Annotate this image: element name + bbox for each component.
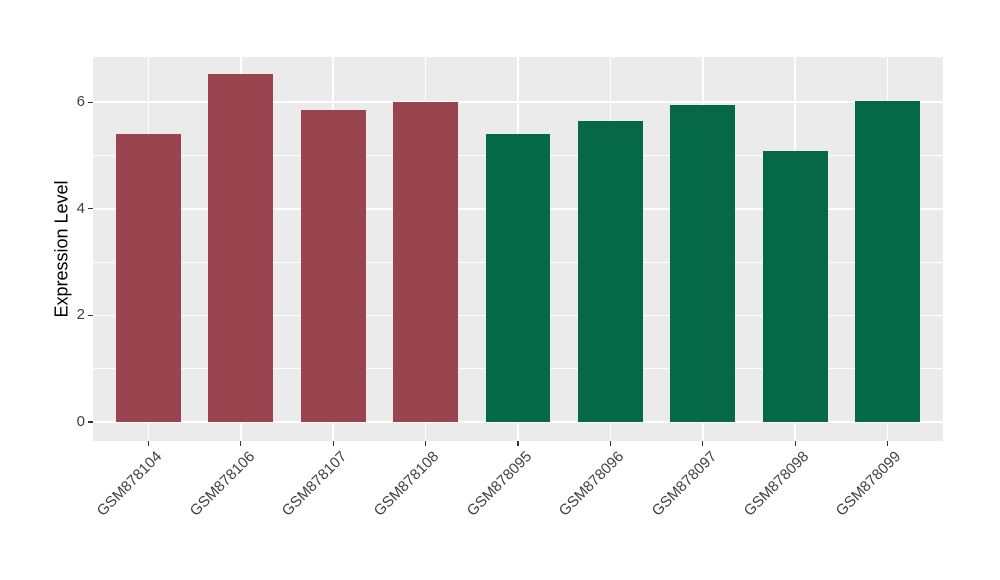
x-tick-mark <box>332 441 334 446</box>
y-tick-label: 4 <box>76 199 85 217</box>
x-tick-mark <box>702 441 704 446</box>
bar-GSM878107 <box>300 109 366 422</box>
x-tick-mark <box>147 441 150 446</box>
bar-GSM878104 <box>116 134 181 422</box>
x-tick-label: GSM878099 <box>833 448 905 520</box>
bar-GSM878097 <box>670 104 736 422</box>
bar-GSM878099 <box>855 100 920 422</box>
bar-GSM878095 <box>485 134 551 422</box>
bar-GSM878106 <box>208 74 274 422</box>
bar-GSM878098 <box>762 150 828 422</box>
x-tick-label: GSM878104 <box>93 448 166 520</box>
gridline-horizontal-major <box>93 421 943 423</box>
x-tick-mark <box>609 441 611 446</box>
x-tick-label: GSM878106 <box>186 448 258 520</box>
y-tick-label: 2 <box>76 306 85 324</box>
bar-GSM878108 <box>393 102 458 422</box>
x-tick-mark <box>425 441 427 446</box>
x-tick-label: GSM878098 <box>740 448 813 520</box>
x-tick-mark <box>886 441 889 446</box>
x-tick-label: GSM878096 <box>555 448 628 520</box>
bar-GSM878096 <box>578 120 643 422</box>
x-tick-mark <box>517 441 519 446</box>
y-tick-mark <box>88 101 93 103</box>
x-tick-label: GSM878107 <box>278 448 351 520</box>
y-tick-mark <box>88 208 93 210</box>
y-tick-mark <box>88 314 93 316</box>
y-tick-label: 6 <box>76 93 85 111</box>
y-tick-label: 0 <box>76 413 85 430</box>
y-tick-mark <box>88 421 93 423</box>
plot-panel <box>93 57 943 441</box>
x-tick-label: GSM878097 <box>648 448 720 520</box>
x-tick-label: GSM878108 <box>371 448 443 520</box>
gridline-horizontal-major <box>93 101 943 103</box>
x-tick-mark <box>240 441 242 446</box>
x-tick-label: GSM878095 <box>463 448 536 520</box>
x-tick-mark <box>794 441 796 446</box>
